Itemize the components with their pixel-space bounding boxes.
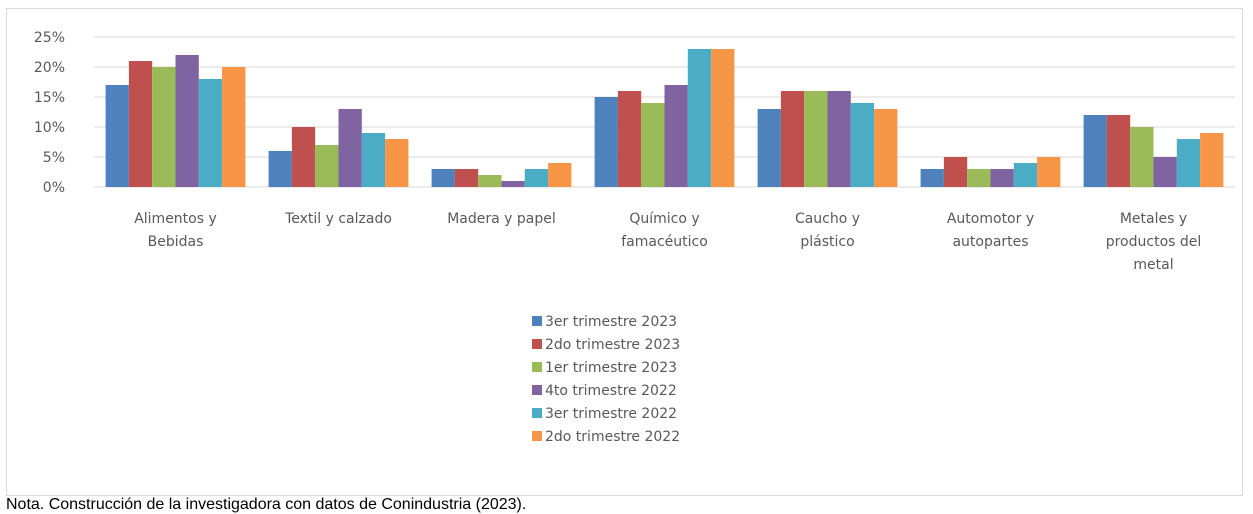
bar (502, 181, 525, 187)
bar (1154, 157, 1177, 187)
bar (711, 49, 734, 187)
x-category-label: Químico y (629, 211, 699, 227)
legend-label: 1er trimestre 2023 (545, 360, 677, 376)
bar (362, 133, 385, 187)
legend-swatch (532, 385, 542, 395)
bar (1177, 139, 1200, 187)
legend-swatch (532, 408, 542, 418)
legend-label: 4to trimestre 2022 (545, 383, 677, 399)
legend-label: 2do trimestre 2022 (545, 429, 680, 445)
bar (1130, 127, 1153, 187)
bar (339, 109, 362, 187)
legend-swatch (532, 431, 542, 441)
x-category-label: Metales y (1120, 211, 1187, 227)
bar (1107, 115, 1130, 187)
bar (618, 91, 641, 187)
legend-label: 2do trimestre 2023 (545, 337, 680, 353)
x-category-label: autopartes (952, 234, 1028, 250)
x-category-label: Textil y calzado (284, 211, 392, 227)
x-category-label: Bebidas (148, 234, 204, 250)
bar (1084, 115, 1107, 187)
bar (1037, 157, 1060, 187)
bar (758, 109, 781, 187)
bar (176, 55, 199, 187)
bar (991, 169, 1014, 187)
bar (1200, 133, 1223, 187)
bar (665, 85, 688, 187)
legend-swatch (532, 362, 542, 372)
bar (292, 127, 315, 187)
bar (315, 145, 338, 187)
bar (967, 169, 990, 187)
x-category-label: famacéutico (621, 234, 708, 250)
y-tick-label: 25% (34, 30, 65, 46)
bar (199, 79, 222, 187)
bar-chart: 0% 5% 10% 15% 20% 25% Alimentos y Bebidas Texti… (7, 9, 1242, 495)
bar (874, 109, 897, 187)
x-category-label: Automotor y (947, 211, 1034, 227)
x-axis-labels: Alimentos y Bebidas Textil y calzado Madera… (134, 211, 1201, 273)
y-tick-label: 5% (43, 150, 65, 166)
bar (804, 91, 827, 187)
bar (455, 169, 478, 187)
x-category-label: productos del (1106, 234, 1202, 250)
bar (944, 157, 967, 187)
bar (432, 169, 455, 187)
bars (106, 49, 1224, 187)
legend-label: 3er trimestre 2023 (545, 314, 677, 330)
legend-swatch (532, 316, 542, 326)
legend-label: 3er trimestre 2022 (545, 406, 677, 422)
x-category-label: Caucho y (795, 211, 860, 227)
bar (595, 97, 618, 187)
bar (222, 67, 245, 187)
bar (478, 175, 501, 187)
x-category-label: plástico (800, 234, 854, 250)
bar (828, 91, 851, 187)
x-category-label: metal (1133, 257, 1173, 273)
y-tick-label: 20% (34, 60, 65, 76)
bar (548, 163, 571, 187)
x-category-label: Alimentos y (134, 211, 217, 227)
bar (921, 169, 944, 187)
figure-note: Nota. Construcción de la investigadora c… (6, 496, 526, 514)
y-tick-label: 10% (34, 120, 65, 136)
y-tick-label: 0% (43, 180, 65, 196)
bar (641, 103, 664, 187)
legend-swatch (532, 339, 542, 349)
bar (851, 103, 874, 187)
x-category-label: Madera y papel (447, 211, 556, 227)
bar (106, 85, 129, 187)
legend: 3er trimestre 2023 2do trimestre 2023 1er … (532, 314, 680, 445)
y-tick-label: 15% (34, 90, 65, 106)
bar (385, 139, 408, 187)
bar (781, 91, 804, 187)
bar (269, 151, 292, 187)
bar (1014, 163, 1037, 187)
bar (152, 67, 175, 187)
bar (525, 169, 548, 187)
bar (129, 61, 152, 187)
chart-frame: 0% 5% 10% 15% 20% 25% Alimentos y Bebidas Texti… (6, 8, 1243, 496)
y-axis-ticks: 0% 5% 10% 15% 20% 25% (34, 30, 65, 196)
bar (688, 49, 711, 187)
